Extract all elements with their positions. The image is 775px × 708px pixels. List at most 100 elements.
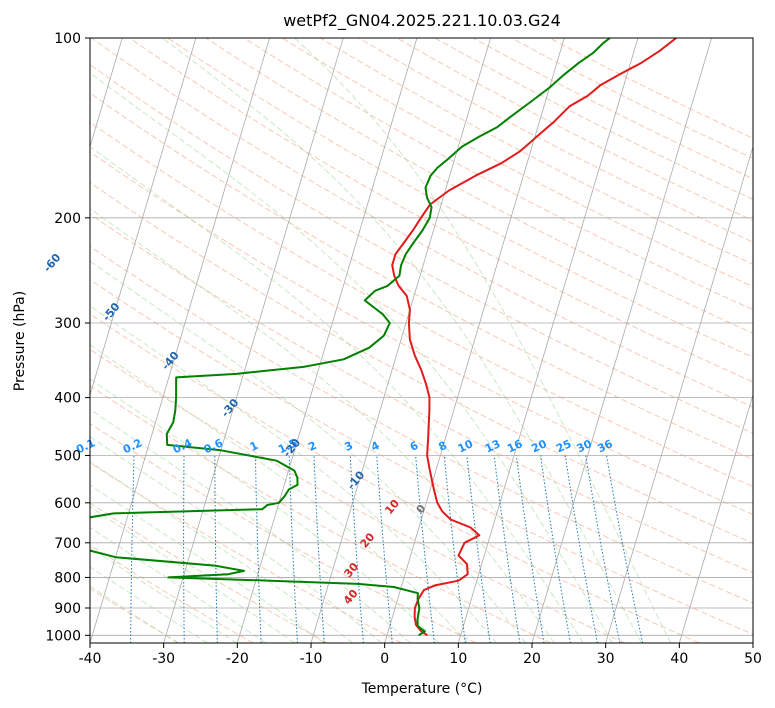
mixing-ratio-label: 3 — [342, 439, 354, 454]
moist-adiabat — [90, 526, 267, 643]
dry-adiabat — [90, 502, 328, 643]
wetbulb-label: -30 — [219, 396, 242, 420]
x-tick-label: 10 — [449, 651, 467, 667]
mixing-ratio-line — [493, 455, 521, 643]
x-tick-label: -20 — [226, 651, 249, 667]
mixing-ratio-label: 6 — [408, 439, 421, 454]
mixing-ratio-label: 13 — [483, 437, 502, 455]
theta-e-label: 10 — [382, 497, 402, 517]
mixing-ratio-label: 2 — [306, 439, 318, 454]
y-tick-label: 500 — [54, 449, 81, 465]
dry-adiabat — [205, 38, 753, 334]
wetbulb-label: -40 — [159, 349, 182, 373]
isotherm — [752, 641, 753, 643]
dry-adiabat — [90, 313, 700, 643]
x-axis: -40 -30 -20 -10 0 10 20 30 40 50 — [79, 643, 762, 667]
moist-adiabat — [161, 38, 642, 643]
mixing-ratio-label: 25 — [554, 437, 573, 455]
moist-adiabat — [90, 546, 237, 643]
moist-adiabat — [90, 72, 613, 643]
y-axis: 100 200 300 400 500 600 700 800 900 1000 — [45, 31, 90, 644]
isotherm — [310, 38, 491, 643]
dry-adiabat — [90, 385, 551, 643]
dry-adiabat — [320, 38, 753, 265]
x-tick-label: 50 — [744, 651, 762, 667]
dry-adiabat — [91, 38, 753, 408]
mixing-ratio-line — [255, 455, 262, 643]
dry-adiabat — [129, 38, 753, 383]
y-tick-label: 1000 — [45, 628, 81, 644]
moist-adiabat — [90, 344, 469, 643]
mixing-ratio-line — [466, 455, 491, 643]
wetbulb-label: -70 — [0, 204, 4, 228]
mixing-ratio-label: 30 — [575, 437, 595, 455]
wetbulb-label: -60 — [41, 251, 64, 275]
x-tick-label: -30 — [152, 651, 175, 667]
dry-adiabat — [282, 38, 753, 288]
line-labels: 0.10.20.40.611.52346810131620253036-100-… — [0, 204, 615, 607]
isotherm — [678, 393, 753, 643]
background-lines — [81, 38, 753, 644]
dry-adiabat — [90, 348, 625, 643]
moist-adiabat — [90, 208, 555, 643]
dewpoint-line — [90, 38, 611, 637]
dry-adiabat — [90, 245, 753, 604]
mixing-ratio-line — [376, 455, 393, 643]
chart-title: wetPf2_GN04.2025.221.10.03.G24 — [283, 11, 561, 31]
mixing-ratio-line — [540, 455, 571, 643]
isotherm — [90, 38, 270, 643]
isotherm — [163, 38, 344, 643]
dry-adiabat — [90, 213, 753, 574]
mixing-ratio-line — [606, 455, 644, 643]
mixing-ratio-label: 0.2 — [121, 436, 144, 456]
isotherm — [605, 145, 753, 643]
isotherm — [90, 38, 123, 149]
temperature-line — [391, 38, 677, 637]
moist-adiabat — [90, 146, 584, 643]
dry-adiabat — [90, 462, 402, 643]
x-tick-label: 20 — [523, 651, 541, 667]
y-tick-label: 400 — [54, 391, 81, 407]
wetbulb-label: -10 — [345, 468, 368, 492]
dry-adiabat — [90, 544, 254, 643]
mixing-ratio-line — [349, 455, 364, 643]
moist-adiabat — [294, 38, 672, 643]
dry-adiabat — [90, 64, 753, 434]
mixing-ratio-line — [443, 455, 466, 643]
mixing-ratio-line — [515, 455, 545, 643]
mixing-ratio-label: 8 — [436, 439, 448, 454]
x-tick-label: -40 — [79, 651, 102, 667]
moist-adiabat — [90, 436, 382, 643]
y-tick-label: 300 — [54, 316, 81, 332]
mixing-ratio-line — [313, 455, 325, 643]
mixing-ratio-line — [564, 455, 598, 643]
wetbulb-label: -20 — [280, 436, 303, 460]
mixing-ratio-label: 10 — [456, 437, 476, 455]
x-axis-label: Temperature (°C) — [361, 681, 483, 697]
isotherm — [531, 38, 712, 643]
x-tick-label: -10 — [300, 651, 323, 667]
dry-adiabat — [511, 38, 753, 159]
mixing-ratio-line — [183, 455, 185, 643]
moist-adiabat — [90, 506, 296, 643]
dry-adiabat — [396, 38, 753, 222]
y-tick-label: 600 — [54, 496, 81, 512]
mixing-ratio-line — [81, 456, 88, 644]
mixing-ratio-line — [288, 455, 298, 643]
dry-adiabat — [358, 38, 753, 243]
x-tick-label: 40 — [670, 651, 688, 667]
x-tick-label: 0 — [380, 651, 389, 667]
dry-adiabat — [90, 151, 753, 516]
wetbulb-label: 0 — [414, 502, 429, 516]
dry-adiabat — [434, 38, 753, 200]
dry-adiabat — [549, 38, 753, 139]
dry-adiabat — [472, 38, 753, 180]
y-tick-label: 900 — [54, 601, 81, 617]
dry-adiabat — [90, 92, 753, 461]
moist-adiabat — [90, 260, 526, 643]
moist-adiabat — [90, 566, 208, 643]
isotherm — [384, 38, 565, 643]
mixing-ratio-line — [130, 455, 135, 643]
dry-adiabat — [90, 182, 753, 544]
mixing-ratio-label: 36 — [595, 437, 615, 455]
